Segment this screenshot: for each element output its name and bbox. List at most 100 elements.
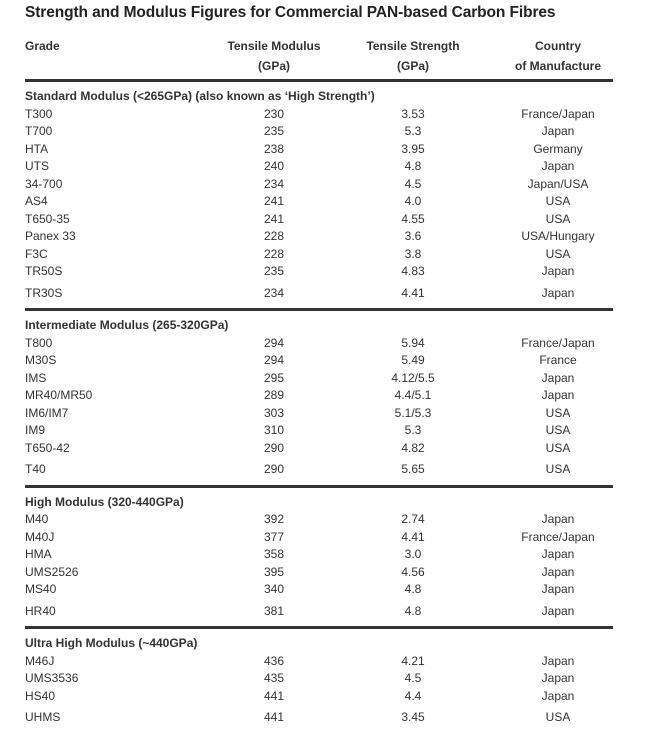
grade-cell: MR40/MR50: [25, 388, 93, 402]
table-row: AS4 241 4.0 USA: [25, 193, 613, 211]
section-rule: [25, 308, 613, 311]
strength-cell: 4.5: [404, 176, 422, 191]
strength-cell: 2.74: [401, 512, 425, 526]
section-title: Ultra High Modulus (~440GPa): [25, 636, 198, 650]
grade-cell: M30S: [25, 353, 57, 367]
table-body: Standard Modulus (<265GPa) (also known a…: [25, 88, 613, 727]
strength-cell: 4.83: [401, 264, 425, 278]
grade-cell: UHMS: [25, 710, 61, 724]
table-row: T300 230 3.53 France/Japan: [25, 106, 613, 124]
modulus-cell: 240: [263, 159, 285, 173]
grade-cell: T650-35: [25, 211, 70, 226]
strength-cell: 4.41: [401, 529, 425, 544]
strength-cell: 5.3: [404, 124, 422, 138]
table-row: MR40/MR50 289 4.4/5.1 Japan: [25, 387, 613, 405]
header-strength: Tensile Strength (GPa): [323, 36, 503, 76]
modulus-cell: 294: [263, 353, 285, 367]
strength-cell: 3.6: [404, 229, 422, 243]
grade-cell: T40: [25, 462, 46, 476]
header-strength-line2: (GPa): [396, 59, 429, 73]
country-cell: USA: [545, 423, 571, 437]
table-row: M40J 377 4.41 France/Japan: [25, 529, 613, 547]
modulus-cell: 436: [263, 653, 285, 668]
country-cell: Japan: [541, 671, 575, 685]
grade-cell: TR50S: [25, 264, 63, 278]
section-1: Intermediate Modulus (265-320GPa) T800 294…: [25, 317, 613, 488]
grade-cell: T800: [25, 335, 53, 350]
table-row: T700 235 5.3 Japan: [25, 123, 613, 141]
strength-cell: 3.53: [401, 106, 425, 121]
table-header: Grade Tensile Modulus (GPa) Tensile Stre…: [25, 36, 613, 76]
header-modulus-line1: Tensile Modulus: [227, 39, 321, 53]
country-cell: USA: [545, 462, 571, 476]
modulus-cell: 377: [263, 529, 285, 544]
table-row: T650-42 290 4.82 USA: [25, 440, 613, 458]
fibre-table: Grade Tensile Modulus (GPa) Tensile Stre…: [25, 36, 613, 727]
grade-cell: AS4: [25, 194, 48, 208]
grade-cell: F3C: [25, 246, 48, 261]
modulus-cell: 290: [263, 440, 285, 455]
grade-cell: T650-42: [25, 440, 70, 455]
table-row: HR40 381 4.8 Japan: [25, 603, 613, 621]
strength-cell: 4.5: [404, 671, 422, 685]
modulus-cell: 238: [263, 141, 285, 156]
table-row: HMA 358 3.0 Japan: [25, 546, 613, 564]
country-cell: Japan: [541, 564, 575, 579]
table-row: TR50S 235 4.83 Japan: [25, 263, 613, 281]
table-row: T40 290 5.65 USA: [25, 461, 613, 479]
grade-cell: HS40: [25, 688, 56, 703]
table-row: M40 392 2.74 Japan: [25, 511, 613, 529]
strength-cell: 4.4/5.1: [394, 388, 432, 402]
strength-cell: 4.55: [401, 211, 425, 226]
header-grade-label: Grade: [25, 39, 60, 53]
country-cell: Japan/USA: [527, 176, 589, 191]
modulus-cell: 441: [263, 688, 285, 703]
strength-cell: 5.49: [401, 353, 425, 367]
country-cell: USA: [545, 405, 571, 420]
country-cell: Japan: [541, 264, 575, 278]
strength-cell: 3.45: [401, 710, 425, 724]
country-cell: USA/Hungary: [521, 229, 595, 243]
country-cell: Japan: [541, 582, 575, 596]
country-cell: Japan: [541, 653, 575, 668]
country-cell: Japan: [541, 285, 575, 300]
grade-cell: M40J: [25, 529, 55, 544]
grade-cell: HMA: [25, 547, 52, 561]
section-0: Standard Modulus (<265GPa) (also known a…: [25, 88, 613, 311]
document-title: Strength and Modulus Figures for Commerc…: [25, 4, 556, 21]
country-cell: Japan: [541, 547, 575, 561]
strength-cell: 4.12/5.5: [391, 370, 435, 385]
table-row: IM9 310 5.3 USA: [25, 422, 613, 440]
modulus-cell: 295: [263, 370, 285, 385]
grade-cell: UTS: [25, 159, 49, 173]
country-cell: USA: [545, 710, 571, 724]
strength-cell: 5.94: [401, 335, 425, 350]
country-cell: USA: [545, 440, 571, 455]
country-cell: France/Japan: [521, 529, 595, 544]
grade-cell: T300: [25, 106, 53, 121]
modulus-cell: 235: [263, 124, 285, 138]
country-cell: USA: [545, 194, 571, 208]
modulus-cell: 289: [263, 388, 285, 402]
table-row: MS40 340 4.8 Japan: [25, 581, 613, 599]
grade-cell: UMS3536: [25, 671, 79, 685]
country-cell: Japan: [541, 159, 575, 173]
grade-cell: HTA: [25, 141, 49, 156]
modulus-cell: 235: [263, 264, 285, 278]
strength-cell: 3.95: [401, 141, 425, 156]
strength-cell: 3.8: [404, 246, 422, 261]
table-row: M46J 436 4.21 Japan: [25, 653, 613, 671]
strength-cell: 4.8: [404, 582, 422, 596]
country-cell: Japan: [541, 370, 575, 385]
section-title: Intermediate Modulus (265-320GPa): [25, 318, 229, 332]
country-cell: Japan: [541, 688, 575, 703]
header-strength-line1: Tensile Strength: [366, 39, 460, 53]
section-rule: [25, 626, 613, 629]
modulus-cell: 358: [263, 547, 285, 561]
modulus-cell: 241: [263, 211, 285, 226]
modulus-cell: 234: [263, 176, 285, 191]
table-row: M30S 294 5.49 France: [25, 352, 613, 370]
table-row: T650-35 241 4.55 USA: [25, 211, 613, 229]
modulus-cell: 392: [263, 512, 285, 526]
header-grade: Grade: [25, 36, 225, 76]
